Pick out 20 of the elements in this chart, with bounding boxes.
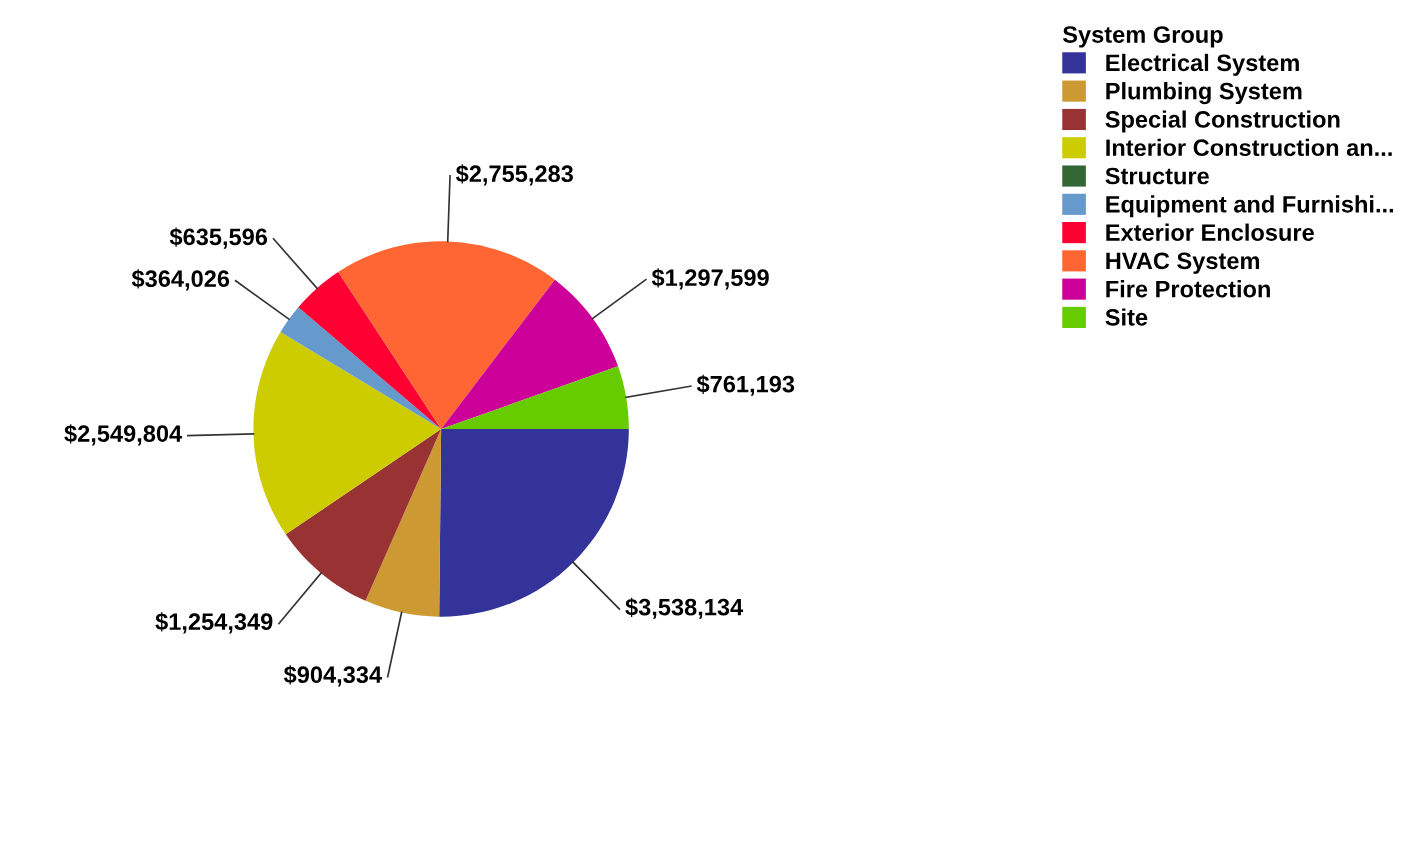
legend-label: Exterior Enclosure bbox=[1106, 223, 1314, 241]
data-label: $1,254,349 bbox=[155, 612, 273, 634]
legend-label: Plumbing System bbox=[1106, 82, 1302, 105]
data-label: $2,549,804 bbox=[64, 424, 183, 446]
legend-label: Fire Protection bbox=[1106, 280, 1270, 298]
legend-label: Special Construction bbox=[1105, 110, 1340, 133]
legend-label: Site bbox=[1105, 308, 1148, 326]
data-label: $3,538,134 bbox=[625, 597, 744, 619]
data-label: $635,596 bbox=[169, 227, 268, 249]
data-label: $761,193 bbox=[696, 374, 795, 396]
legend-label: Interior Construction an... bbox=[1106, 138, 1392, 157]
legend-label: Equipment and Furnishi... bbox=[1106, 195, 1394, 218]
data-label: $364,026 bbox=[131, 269, 230, 291]
data-label: $2,755,283 bbox=[455, 164, 573, 186]
legend-label: Structure bbox=[1105, 167, 1209, 185]
data-label: $904,334 bbox=[283, 665, 382, 687]
legend-title: System Group bbox=[1062, 26, 1223, 48]
data-label: $1,297,599 bbox=[651, 268, 769, 290]
legend-label: Electrical System bbox=[1106, 53, 1299, 76]
legend-label: HVAC System bbox=[1106, 252, 1260, 274]
